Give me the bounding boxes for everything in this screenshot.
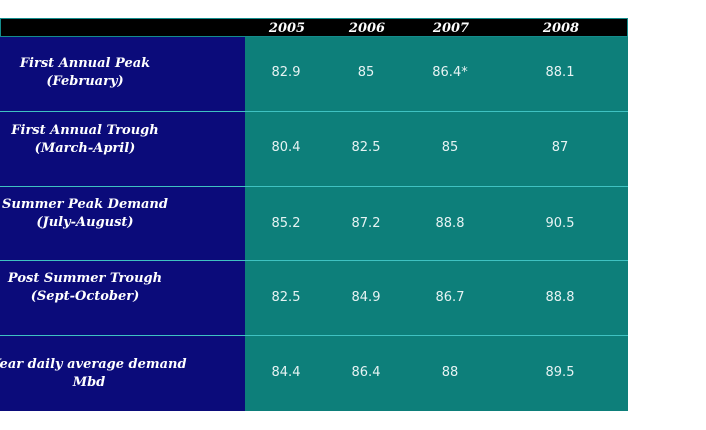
value-cell-2008: 90.5 — [545, 216, 575, 231]
value-cell-2006: 85 — [357, 65, 375, 80]
value-cell-2007: 85 — [441, 140, 459, 155]
row-label-line2: (July-August) — [36, 215, 134, 230]
table-row-first-annual-trough: First Annual Trough (March-April) 80.4 8… — [0, 112, 628, 186]
value-cell-2005: 82.9 — [271, 65, 301, 80]
value-cell-2007: 88.8 — [435, 216, 465, 231]
year-header-2007: 2007 — [432, 21, 470, 36]
year-header-2006: 2006 — [348, 21, 386, 36]
year-header-2008: 2008 — [542, 21, 580, 36]
value-cell-2007: 86.4* — [432, 65, 468, 80]
table-row-first-annual-peak: First Annual Peak (February) 82.9 85 86.… — [0, 37, 628, 111]
value-panel — [245, 37, 628, 411]
row-label: Year daily average demand Mbd — [0, 356, 192, 392]
value-cell-2006: 87.2 — [351, 216, 381, 231]
value-cell-2005: 82.5 — [271, 290, 301, 305]
row-divider — [0, 186, 628, 187]
table-row-post-summer-trough: Post Summer Trough (Sept-October) 82.5 8… — [0, 261, 628, 335]
row-label-line1: Summer Peak Demand — [2, 197, 168, 212]
value-cell-2006: 84.9 — [351, 290, 381, 305]
value-cell-2005: 84.4 — [271, 365, 301, 380]
row-label-line1: First Annual Peak — [19, 56, 151, 71]
row-label-line2: (Sept-October) — [30, 289, 140, 304]
value-cell-2005: 80.4 — [271, 140, 301, 155]
row-label-line2: Mbd — [72, 375, 106, 390]
row-divider — [0, 260, 628, 261]
table-row-summer-peak-demand: Summer Peak Demand (July-August) 85.2 87… — [0, 187, 628, 260]
row-label: First Annual Peak (February) — [0, 55, 170, 91]
row-label: Summer Peak Demand (July-August) — [0, 196, 170, 232]
value-cell-2008: 88.8 — [545, 290, 575, 305]
year-header-row: 2005 2006 2007 2008 — [0, 18, 628, 37]
table-row-year-daily-average: Year daily average demand Mbd 84.4 86.4 … — [0, 336, 628, 411]
year-header-2005: 2005 — [268, 21, 306, 36]
value-cell-2008: 89.5 — [545, 365, 575, 380]
row-label-line1: Post Summer Trough — [7, 271, 163, 286]
value-cell-2006: 82.5 — [351, 140, 381, 155]
value-cell-2006: 86.4 — [351, 365, 381, 380]
value-cell-2008: 88.1 — [545, 65, 575, 80]
row-label-line1: Year daily average demand — [0, 357, 187, 372]
row-label-line2: (February) — [46, 74, 124, 89]
row-divider — [0, 335, 628, 336]
value-cell-2007: 86.7 — [435, 290, 465, 305]
row-label: Post Summer Trough (Sept-October) — [0, 270, 170, 306]
row-label-panel — [0, 37, 245, 411]
row-label: First Annual Trough (March-April) — [0, 122, 170, 158]
row-label-line2: (March-April) — [34, 141, 136, 156]
row-label-line1: First Annual Trough — [11, 123, 159, 138]
value-cell-2008: 87 — [551, 140, 569, 155]
value-cell-2007: 88 — [441, 365, 459, 380]
value-cell-2005: 85.2 — [271, 216, 301, 231]
row-divider — [0, 111, 628, 112]
